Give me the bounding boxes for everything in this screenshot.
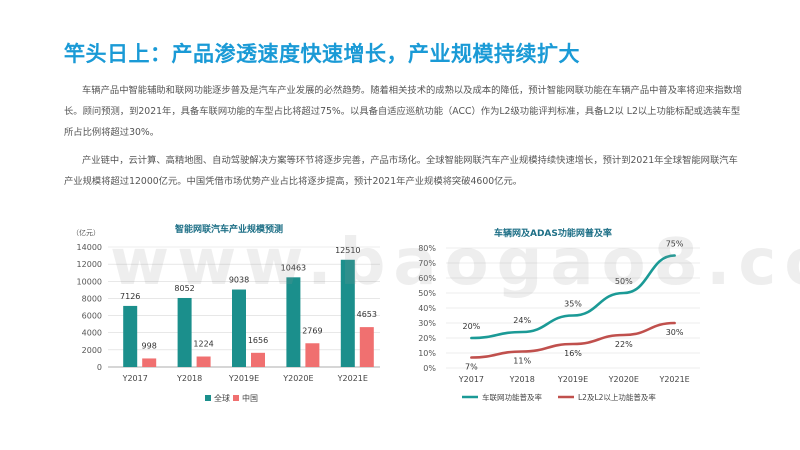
intro-paragraph: 车辆产品中智能辅助和联网功能逐步普及是汽车产业发展的必然趋势。随着相关技术的成熟… xyxy=(64,85,743,138)
bar-global xyxy=(286,277,301,367)
bar-china xyxy=(196,356,211,367)
line-chart-title: 车辆网及ADAS功能网普及率 xyxy=(494,229,612,239)
line-data-label: 35% xyxy=(564,300,582,309)
bar-chart-title: 智能网联汽车产业规模预测 xyxy=(175,225,284,235)
line-y-tick-label: 80% xyxy=(418,244,436,253)
line-data-label: 30% xyxy=(666,328,684,337)
bar-y-tick-label: 8000 xyxy=(82,294,102,303)
bar-x-tick-label: Y2019E xyxy=(228,374,259,383)
line-y-tick-label: 60% xyxy=(418,274,436,283)
bar-legend-label: 中国 xyxy=(242,393,258,403)
line-y-tick-label: 50% xyxy=(418,289,436,298)
bar-global xyxy=(340,259,355,367)
bar-unit-label: （亿元） xyxy=(72,228,100,237)
line-y-tick-label: 20% xyxy=(418,334,436,343)
line-data-label: 16% xyxy=(564,349,582,358)
bar-global xyxy=(232,289,246,367)
bar-legend-label: 全球 xyxy=(214,393,230,403)
line-data-label: 75% xyxy=(666,240,684,249)
bar-value-label: 7126 xyxy=(120,292,140,301)
bar-y-tick-label: 10000 xyxy=(77,277,102,286)
bar-y-tick-label: 4000 xyxy=(82,329,102,338)
bar-y-tick-label: 0 xyxy=(97,363,102,372)
bar-china xyxy=(142,358,157,367)
bar-x-tick-label: Y2021E xyxy=(337,374,368,383)
line-data-label: 20% xyxy=(463,322,481,331)
page-title: 竿头日上：产品渗透速度快速增长，产业规模持续扩大 xyxy=(64,42,580,66)
bar-value-label: 1656 xyxy=(248,336,268,345)
line-data-label: 50% xyxy=(615,277,633,286)
bar-value-label: 8052 xyxy=(174,284,194,293)
bar-global xyxy=(177,297,192,367)
line-legend-label: 车联网功能普及率 xyxy=(482,392,542,402)
line-legend-label: L2及L2以上功能普及率 xyxy=(578,392,656,402)
bar-chart: （亿元） 0 2000 4000 6000 8000 10000 12000 14000 7126… xyxy=(72,228,380,403)
line-x-tick-label: Y2018 xyxy=(509,375,535,384)
bar-china xyxy=(305,343,320,367)
line-x-tick-label: Y2019E xyxy=(557,375,588,384)
bar-value-label: 1224 xyxy=(193,340,213,349)
industry-paragraph: 产业链中，云计算、高精地图、自动驾驶解决方案等环节将逐步完善，产品市场化。全球智… xyxy=(64,155,738,187)
bar-china xyxy=(359,327,374,367)
line-y-tick-label: 30% xyxy=(418,319,436,328)
bar-y-tick-label: 14000 xyxy=(77,243,102,252)
line-data-label: 7% xyxy=(465,363,478,372)
bar-y-tick-label: 2000 xyxy=(82,346,102,355)
bar-value-label: 12510 xyxy=(335,246,360,255)
connected-vehicle-line xyxy=(470,254,676,340)
bar-value-label: 998 xyxy=(142,341,157,350)
line-x-tick-label: Y2017 xyxy=(458,375,484,384)
bar-value-label: 9038 xyxy=(229,276,249,285)
bar-global xyxy=(123,305,138,367)
line-y-tick-label: 70% xyxy=(418,259,436,268)
adas-l2-line xyxy=(470,321,676,359)
line-chart: 0% 10% 20% 30% 40% 50% 60% 70% 80% Y2017 Y2018 Y201… xyxy=(418,240,700,402)
line-data-label: 11% xyxy=(513,357,531,366)
bar-china xyxy=(251,352,265,367)
line-data-label: 22% xyxy=(615,340,633,349)
line-data-label: 24% xyxy=(513,316,531,325)
bar-value-label: 10463 xyxy=(281,263,306,272)
line-y-tick-label: 10% xyxy=(418,349,436,358)
bar-x-tick-label: Y2018 xyxy=(176,374,202,383)
bar-x-tick-label: Y2017 xyxy=(122,374,148,383)
bar-y-tick-label: 6000 xyxy=(82,312,102,321)
bar-y-tick-label: 12000 xyxy=(77,260,102,269)
bar-value-label: 4653 xyxy=(357,310,377,319)
bar-value-label: 2769 xyxy=(302,326,322,335)
bar-legend-swatch xyxy=(205,395,211,401)
line-y-tick-label: 0% xyxy=(423,364,436,373)
line-y-tick-label: 40% xyxy=(418,304,436,313)
bar-legend-swatch xyxy=(233,395,239,401)
line-x-tick-label: Y2021E xyxy=(658,375,689,384)
line-x-tick-label: Y2020E xyxy=(608,375,639,384)
bar-x-tick-label: Y2020E xyxy=(282,374,313,383)
